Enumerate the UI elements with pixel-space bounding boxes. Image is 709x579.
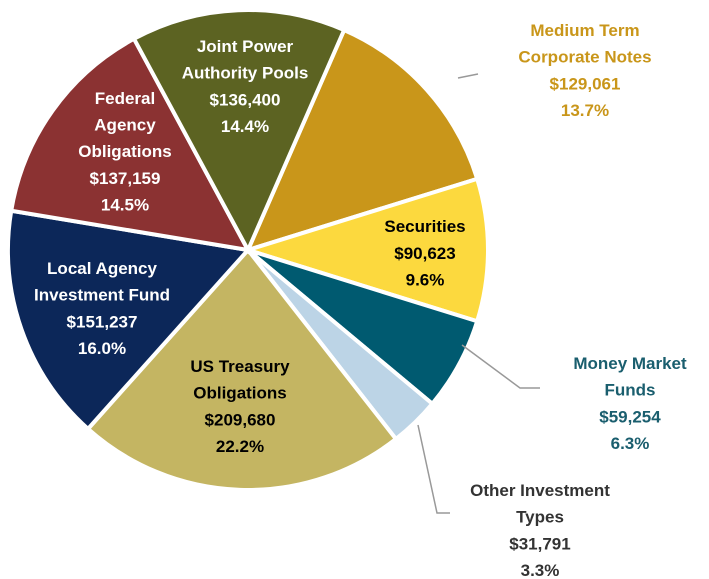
- share-label: 3.3%: [521, 561, 560, 579]
- slice-label: Securities: [384, 217, 465, 236]
- slice-label: US Treasury Obligations: [190, 357, 290, 403]
- pie-slice: [85, 246, 399, 492]
- share-label: 6.3%: [611, 434, 650, 453]
- share-label: 16.0%: [78, 339, 126, 358]
- value-label: $31,791: [509, 534, 570, 553]
- share-label: 14.5%: [101, 195, 149, 214]
- leader-line: [417, 424, 450, 514]
- value-label: $90,623: [394, 244, 455, 263]
- pie-slice: [241, 176, 490, 324]
- value-label: $151,237: [67, 312, 138, 331]
- pie-slice: [6, 208, 252, 432]
- leader-line: [461, 344, 540, 389]
- slice-label: Medium Term Corporate Notes: [518, 21, 651, 67]
- slice-label: Local Agency Investment Fund: [34, 259, 170, 305]
- slice-label: Money Market Funds: [573, 354, 687, 400]
- share-label: 9.6%: [406, 270, 445, 289]
- slice-label: Other Investment Types: [470, 481, 610, 527]
- slice-label: Joint Power Authority Pools: [182, 37, 309, 83]
- share-label: 22.2%: [216, 437, 264, 456]
- leader-line: [457, 73, 479, 79]
- slice-label: Federal Agency Obligations: [78, 89, 172, 161]
- value-label: $136,400: [210, 90, 281, 109]
- value-label: $129,061: [550, 74, 621, 93]
- value-label: $209,680: [205, 410, 276, 429]
- pie-slice: [8, 36, 252, 253]
- pie-slice: [131, 8, 347, 255]
- value-label: $59,254: [599, 407, 661, 426]
- share-label: 13.7%: [561, 101, 609, 120]
- share-label: 14.4%: [221, 117, 269, 136]
- value-label: $137,159: [90, 169, 161, 188]
